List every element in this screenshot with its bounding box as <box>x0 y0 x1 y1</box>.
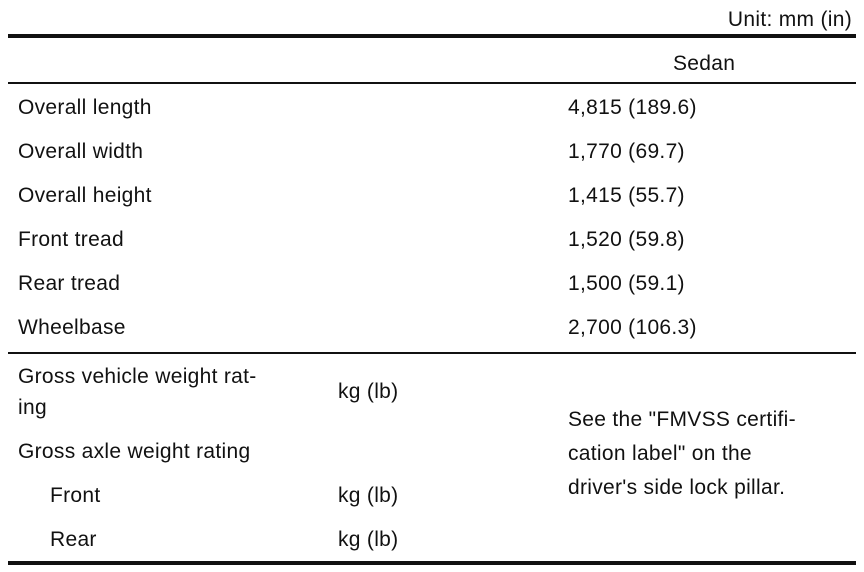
row-label-front-tread: Front tread <box>18 228 125 251</box>
rear-axle-label: Rear <box>50 528 97 551</box>
row-value-overall-width: 1,770 (69.7) <box>568 140 685 163</box>
rear-axle-unit: kg (lb) <box>338 528 399 551</box>
unit-label: Unit: mm (in) <box>727 8 852 31</box>
gvwr-label-line1: Gross vehicle weight rat- <box>18 365 257 388</box>
table-bottom-rule <box>8 561 856 565</box>
row-label-overall-length: Overall length <box>18 96 152 119</box>
front-axle-unit: kg (lb) <box>338 484 399 507</box>
row-label-wheelbase: Wheelbase <box>18 316 126 339</box>
note-line-2: cation label" on the <box>568 442 752 465</box>
front-axle-label: Front <box>50 484 101 507</box>
row-label-overall-height: Overall height <box>18 184 152 207</box>
row-label-rear-tread: Rear tread <box>18 272 121 295</box>
table-top-rule <box>8 34 856 38</box>
gawr-label: Gross axle weight rating <box>18 440 251 463</box>
gvwr-unit: kg (lb) <box>338 380 399 403</box>
column-header-sedan: Sedan <box>673 52 736 75</box>
certification-note: See the "FMVSS certifi- cation label" on… <box>568 403 796 505</box>
row-label-overall-width: Overall width <box>18 140 144 163</box>
row-value-wheelbase: 2,700 (106.3) <box>568 316 697 339</box>
gvwr-label-line2: ing <box>18 396 47 419</box>
row-value-rear-tread: 1,500 (59.1) <box>568 272 685 295</box>
section-rule <box>8 352 856 354</box>
note-line-3: driver's side lock pillar. <box>568 476 786 499</box>
row-value-overall-height: 1,415 (55.7) <box>568 184 685 207</box>
note-line-1: See the "FMVSS certifi- <box>568 408 796 431</box>
row-value-overall-length: 4,815 (189.6) <box>568 96 697 119</box>
header-rule <box>8 82 856 84</box>
row-value-front-tread: 1,520 (59.8) <box>568 228 685 251</box>
